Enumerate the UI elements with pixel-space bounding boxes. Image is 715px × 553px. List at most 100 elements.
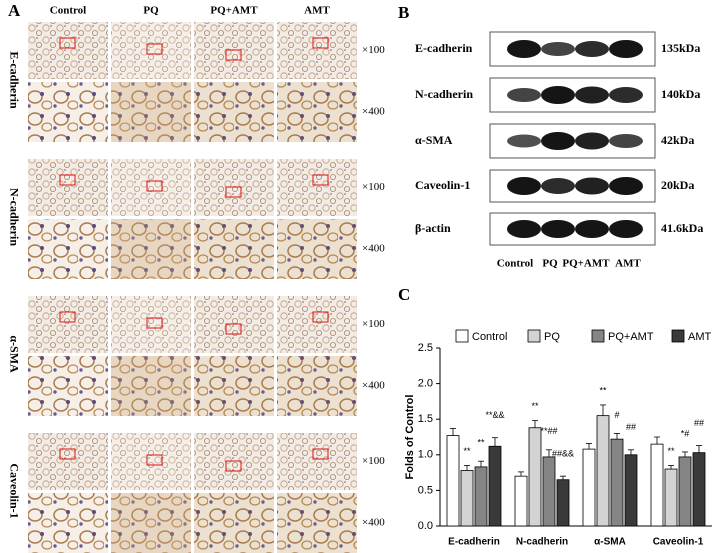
blot-band bbox=[507, 88, 541, 102]
bar bbox=[692, 452, 706, 527]
zoom-box bbox=[225, 323, 242, 335]
magnification: ×100 bbox=[362, 318, 385, 330]
stain-overlay bbox=[277, 493, 357, 553]
bar bbox=[650, 443, 664, 527]
row-label: Caveolin-1 bbox=[7, 463, 21, 518]
micrograph bbox=[277, 433, 357, 490]
blot-band bbox=[609, 177, 643, 195]
protein-label: β-actin bbox=[415, 221, 451, 235]
panel-label: A bbox=[8, 1, 21, 20]
micrograph bbox=[111, 22, 191, 79]
micrograph bbox=[277, 82, 357, 142]
y-tick-label: 0.5 bbox=[418, 484, 433, 496]
panel-label: C bbox=[398, 285, 410, 304]
significance: **&& bbox=[485, 410, 504, 420]
size-label: 135kDa bbox=[661, 41, 700, 55]
micrograph bbox=[111, 219, 191, 279]
micrograph bbox=[277, 356, 357, 416]
bar bbox=[542, 456, 556, 527]
micrograph bbox=[111, 493, 191, 553]
blot-band bbox=[575, 86, 609, 104]
zoom-box bbox=[59, 37, 76, 49]
blot-band bbox=[541, 178, 575, 194]
blot-band bbox=[609, 40, 643, 58]
micrograph bbox=[28, 219, 108, 279]
micrograph bbox=[28, 493, 108, 553]
row-label: α-SMA bbox=[7, 335, 21, 373]
stain-overlay bbox=[277, 82, 357, 142]
micrograph bbox=[194, 356, 274, 416]
bar bbox=[460, 470, 474, 527]
blot-band bbox=[575, 220, 609, 238]
micrograph bbox=[28, 82, 108, 142]
protein-label: Caveolin-1 bbox=[415, 178, 470, 192]
lane-label: PQ bbox=[542, 258, 558, 270]
micrograph bbox=[111, 296, 191, 353]
x-tick-label: E-cadherin bbox=[448, 537, 500, 548]
micrograph bbox=[194, 493, 274, 553]
y-axis-title: Folds of Control bbox=[404, 395, 416, 480]
significance: ** bbox=[477, 438, 485, 448]
significance: ** bbox=[463, 446, 471, 456]
y-tick-label: 1.0 bbox=[418, 449, 433, 461]
lane-label: PQ+AMT bbox=[562, 258, 610, 270]
blot-band bbox=[507, 177, 541, 195]
blot-band bbox=[507, 134, 541, 148]
significance: ** bbox=[531, 401, 539, 411]
x-tick-label: α-SMA bbox=[594, 537, 626, 548]
y-tick-label: 0.0 bbox=[418, 520, 433, 532]
micrograph bbox=[277, 22, 357, 79]
micrograph bbox=[111, 433, 191, 490]
micrograph bbox=[28, 356, 108, 416]
legend-label: AMT bbox=[688, 331, 712, 343]
micrograph bbox=[111, 159, 191, 216]
stain-overlay bbox=[194, 356, 274, 416]
column-header: PQ+AMT bbox=[210, 5, 258, 17]
micrograph bbox=[28, 433, 108, 490]
bar bbox=[528, 427, 542, 527]
stain-overlay bbox=[194, 219, 274, 279]
bar bbox=[514, 475, 528, 527]
size-label: 42kDa bbox=[661, 133, 694, 147]
x-tick-label: N-cadherin bbox=[516, 537, 568, 548]
bar bbox=[488, 445, 502, 527]
lane-label: AMT bbox=[615, 258, 641, 270]
x-tick-label: Caveolin-1 bbox=[653, 537, 704, 548]
significance: ** bbox=[599, 385, 607, 395]
row-label: N-cadherin bbox=[7, 188, 21, 246]
protein-label: E-cadherin bbox=[415, 41, 473, 55]
blot-band bbox=[541, 132, 575, 150]
zoom-box bbox=[312, 174, 329, 186]
bar bbox=[474, 466, 488, 527]
blot-band bbox=[609, 87, 643, 103]
significance: ## bbox=[626, 422, 636, 432]
stain-overlay bbox=[277, 219, 357, 279]
zoom-box bbox=[225, 49, 242, 61]
protein-label: α-SMA bbox=[415, 133, 453, 147]
stain-overlay bbox=[194, 493, 274, 553]
legend-swatch bbox=[455, 329, 469, 343]
zoom-box bbox=[225, 460, 242, 472]
protein-label: N-cadherin bbox=[415, 87, 473, 101]
size-label: 20kDa bbox=[661, 178, 694, 192]
bar bbox=[446, 435, 460, 527]
zoom-box bbox=[225, 186, 242, 198]
zoom-box bbox=[146, 43, 163, 55]
legend-label: PQ bbox=[544, 331, 560, 343]
bar bbox=[664, 468, 678, 527]
legend-swatch bbox=[591, 329, 605, 343]
significance: ## bbox=[694, 418, 704, 428]
micrograph bbox=[277, 296, 357, 353]
micrograph bbox=[277, 159, 357, 216]
size-label: 140kDa bbox=[661, 87, 700, 101]
blot-band bbox=[507, 40, 541, 58]
micrograph bbox=[194, 219, 274, 279]
blot-band bbox=[575, 177, 609, 195]
stain-overlay bbox=[277, 356, 357, 416]
column-header: Control bbox=[50, 5, 86, 17]
micrograph bbox=[28, 296, 108, 353]
magnification: ×400 bbox=[362, 106, 385, 118]
y-tick-label: 2.0 bbox=[418, 378, 433, 390]
y-tick-label: 1.5 bbox=[418, 413, 433, 425]
